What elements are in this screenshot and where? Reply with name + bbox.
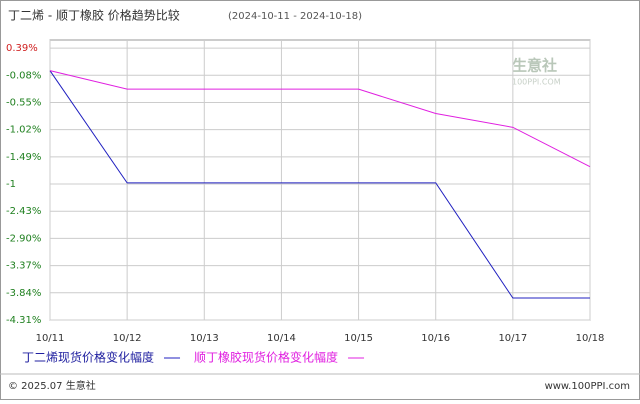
y-tick-label: -4.31%: [6, 315, 41, 326]
chart-subtitle: (2024-10-11 - 2024-10-18): [228, 11, 362, 22]
chart-title: 丁二烯 - 顺丁橡胶 价格趋势比较: [8, 8, 180, 23]
y-tick-label: -2.43%: [6, 206, 41, 217]
y-tick-label: -1.49%: [6, 152, 41, 163]
x-tick-label: 10/12: [113, 333, 142, 344]
y-tick-label: -0.55%: [6, 97, 41, 108]
x-tick-label: 10/13: [190, 333, 219, 344]
series-line: [49, 70, 591, 168]
footer-right: www.100PPI.com: [545, 381, 630, 392]
y-tick-label: -1: [6, 179, 16, 190]
series-line: [49, 70, 590, 299]
y-tick-label: -3.84%: [6, 288, 41, 299]
x-tick-label: 10/11: [36, 333, 65, 344]
y-tick-label: 0.39%: [6, 43, 38, 54]
legend-label: 顺丁橡胶现货价格变化幅度: [194, 350, 338, 365]
x-tick-label: 10/18: [576, 333, 605, 344]
watermark-name: 生意社: [512, 57, 557, 75]
x-tick-label: 10/17: [498, 333, 527, 344]
footer-left: © 2025.07 生意社: [8, 379, 96, 392]
y-tick-label: -1.02%: [6, 125, 41, 136]
y-tick-label: -2.90%: [6, 233, 41, 244]
y-tick-label: -3.37%: [6, 261, 41, 272]
legend-label: 丁二烯现货价格变化幅度: [22, 350, 154, 365]
x-tick-label: 10/16: [421, 333, 450, 344]
watermark-site: 100PPI.COM: [512, 78, 561, 87]
y-tick-label: -0.08%: [6, 70, 41, 81]
x-tick-label: 10/14: [267, 333, 296, 344]
x-tick-label: 10/15: [344, 333, 373, 344]
